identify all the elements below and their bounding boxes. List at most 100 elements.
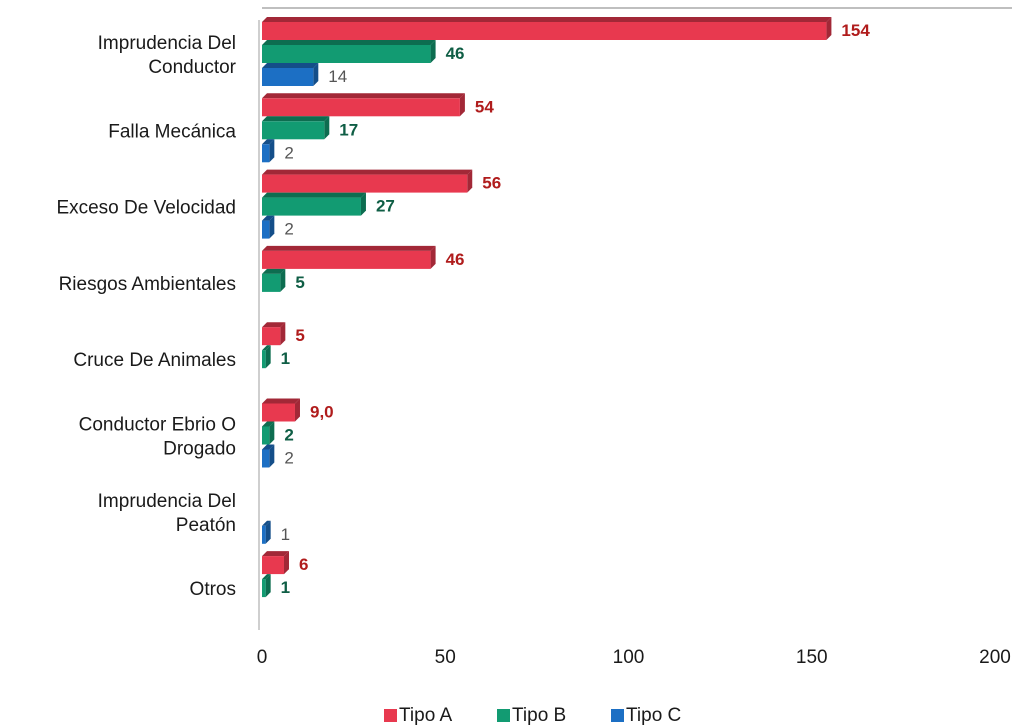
bar-tipo-b: 27 <box>262 192 395 216</box>
bar-front-face <box>262 220 270 239</box>
bar-front-face <box>262 327 281 346</box>
legend-swatch <box>497 709 510 722</box>
bar-side-face <box>430 245 436 269</box>
bar-top-face <box>262 444 275 450</box>
data-label: 9,0 <box>310 403 334 422</box>
bar-tipo-b: 5 <box>262 268 305 292</box>
bar-front-face <box>262 350 266 369</box>
category-label: Otros <box>190 579 236 600</box>
bar-top-face <box>262 192 366 198</box>
bar-front-face <box>262 174 468 193</box>
category-label: Cruce De Animales <box>73 350 236 371</box>
bar-front-face <box>262 403 295 422</box>
data-label: 1 <box>281 578 290 597</box>
bar-side-face <box>313 63 319 86</box>
bar-front-face <box>262 579 266 598</box>
x-tick-label: 100 <box>613 647 645 668</box>
data-label: 46 <box>446 250 465 269</box>
bar-side-face <box>467 169 473 193</box>
data-label: 154 <box>841 21 870 40</box>
bar-top-face <box>262 322 286 328</box>
legend-label: Tipo B <box>512 705 566 726</box>
data-label: 27 <box>376 197 395 216</box>
data-label: 5 <box>295 273 304 292</box>
bar-tipo-c: 2 <box>262 215 294 239</box>
bar-tipo-b: 17 <box>262 116 358 140</box>
bar-side-face <box>459 93 465 117</box>
bar-tipo-a: 56 <box>262 169 501 193</box>
bar-side-face <box>269 444 275 468</box>
bar-top-face <box>262 345 271 351</box>
data-label: 14 <box>328 67 347 86</box>
data-label: 17 <box>339 120 358 139</box>
bar-top-face <box>262 574 271 580</box>
bar-tipo-a: 6 <box>262 551 308 575</box>
category-label: Riesgos Ambientales <box>59 274 236 295</box>
bar-tipo-c: 2 <box>262 444 294 468</box>
bar-tipo-b: 2 <box>262 421 294 445</box>
bar-tipo-a: 9,0 <box>262 398 334 422</box>
bar-front-face <box>262 449 270 468</box>
bar-front-face <box>262 197 361 216</box>
bar-side-face <box>360 192 366 216</box>
bar-top-face <box>262 215 275 221</box>
bar-top-face <box>262 520 271 526</box>
bar-side-face <box>280 322 286 346</box>
legend-label: Tipo A <box>399 705 452 726</box>
category-label: Conductor Ebrio O Drogado <box>79 415 236 460</box>
bar-front-face <box>262 45 431 63</box>
bar-top-face <box>262 17 832 22</box>
bar-side-face <box>269 421 275 445</box>
bar-front-face <box>262 68 314 86</box>
category-labels: Imprudencia Del Conductor Falla Mecánica Ex… <box>56 33 236 600</box>
bar-tipo-b: 46 <box>262 40 465 63</box>
x-axis-ticks: 0 50 100 150 200 <box>257 647 1011 668</box>
bar-top-face <box>262 63 319 68</box>
x-tick-label: 150 <box>796 647 828 668</box>
category-label: Exceso De Velocidad <box>56 198 236 219</box>
bar-tipo-c: 1 <box>262 520 290 544</box>
category-label: Imprudencia Del Conductor <box>98 33 237 78</box>
bar-top-face <box>262 169 473 175</box>
data-label: 5 <box>295 326 304 345</box>
data-label: 2 <box>284 220 293 239</box>
bar-side-face <box>265 574 271 598</box>
bar-front-face <box>262 426 270 445</box>
bar-side-face <box>283 551 289 575</box>
bar-tipo-a: 46 <box>262 245 465 269</box>
bar-side-face <box>324 116 330 140</box>
bar-tipo-a: 154 <box>262 17 870 40</box>
bar-front-face <box>262 22 827 40</box>
bar-tipo-c: 2 <box>262 139 294 163</box>
bar-side-face <box>294 398 300 422</box>
bar-top-face <box>262 421 275 427</box>
bar-side-face <box>269 215 275 239</box>
x-tick-label: 0 <box>257 647 268 668</box>
data-label: 1 <box>281 349 290 368</box>
bar-top-face <box>262 40 436 45</box>
data-label: 1 <box>281 525 290 544</box>
data-label: 6 <box>299 555 308 574</box>
bar-side-face <box>265 520 271 544</box>
bar-front-face <box>262 98 460 117</box>
bar-top-face <box>262 268 286 274</box>
legend: Tipo A Tipo B Tipo C <box>384 705 681 726</box>
bar-side-face <box>269 139 275 163</box>
bar-front-face <box>262 525 266 544</box>
x-tick-label: 50 <box>435 647 456 668</box>
data-label: 2 <box>284 426 293 445</box>
bar-side-face <box>280 268 286 292</box>
bar-side-face <box>265 345 271 369</box>
category-label: Imprudencia Del Peatón <box>98 491 236 536</box>
bar-tipo-c: 14 <box>262 63 347 86</box>
bar-top-face <box>262 93 465 99</box>
data-label: 54 <box>475 97 494 116</box>
bar-tipo-a: 5 <box>262 322 305 346</box>
data-label: 2 <box>284 143 293 162</box>
bar-side-face <box>430 40 436 63</box>
bar-side-face <box>826 17 832 40</box>
bar-front-face <box>262 273 281 292</box>
bar-tipo-a: 54 <box>262 93 494 117</box>
